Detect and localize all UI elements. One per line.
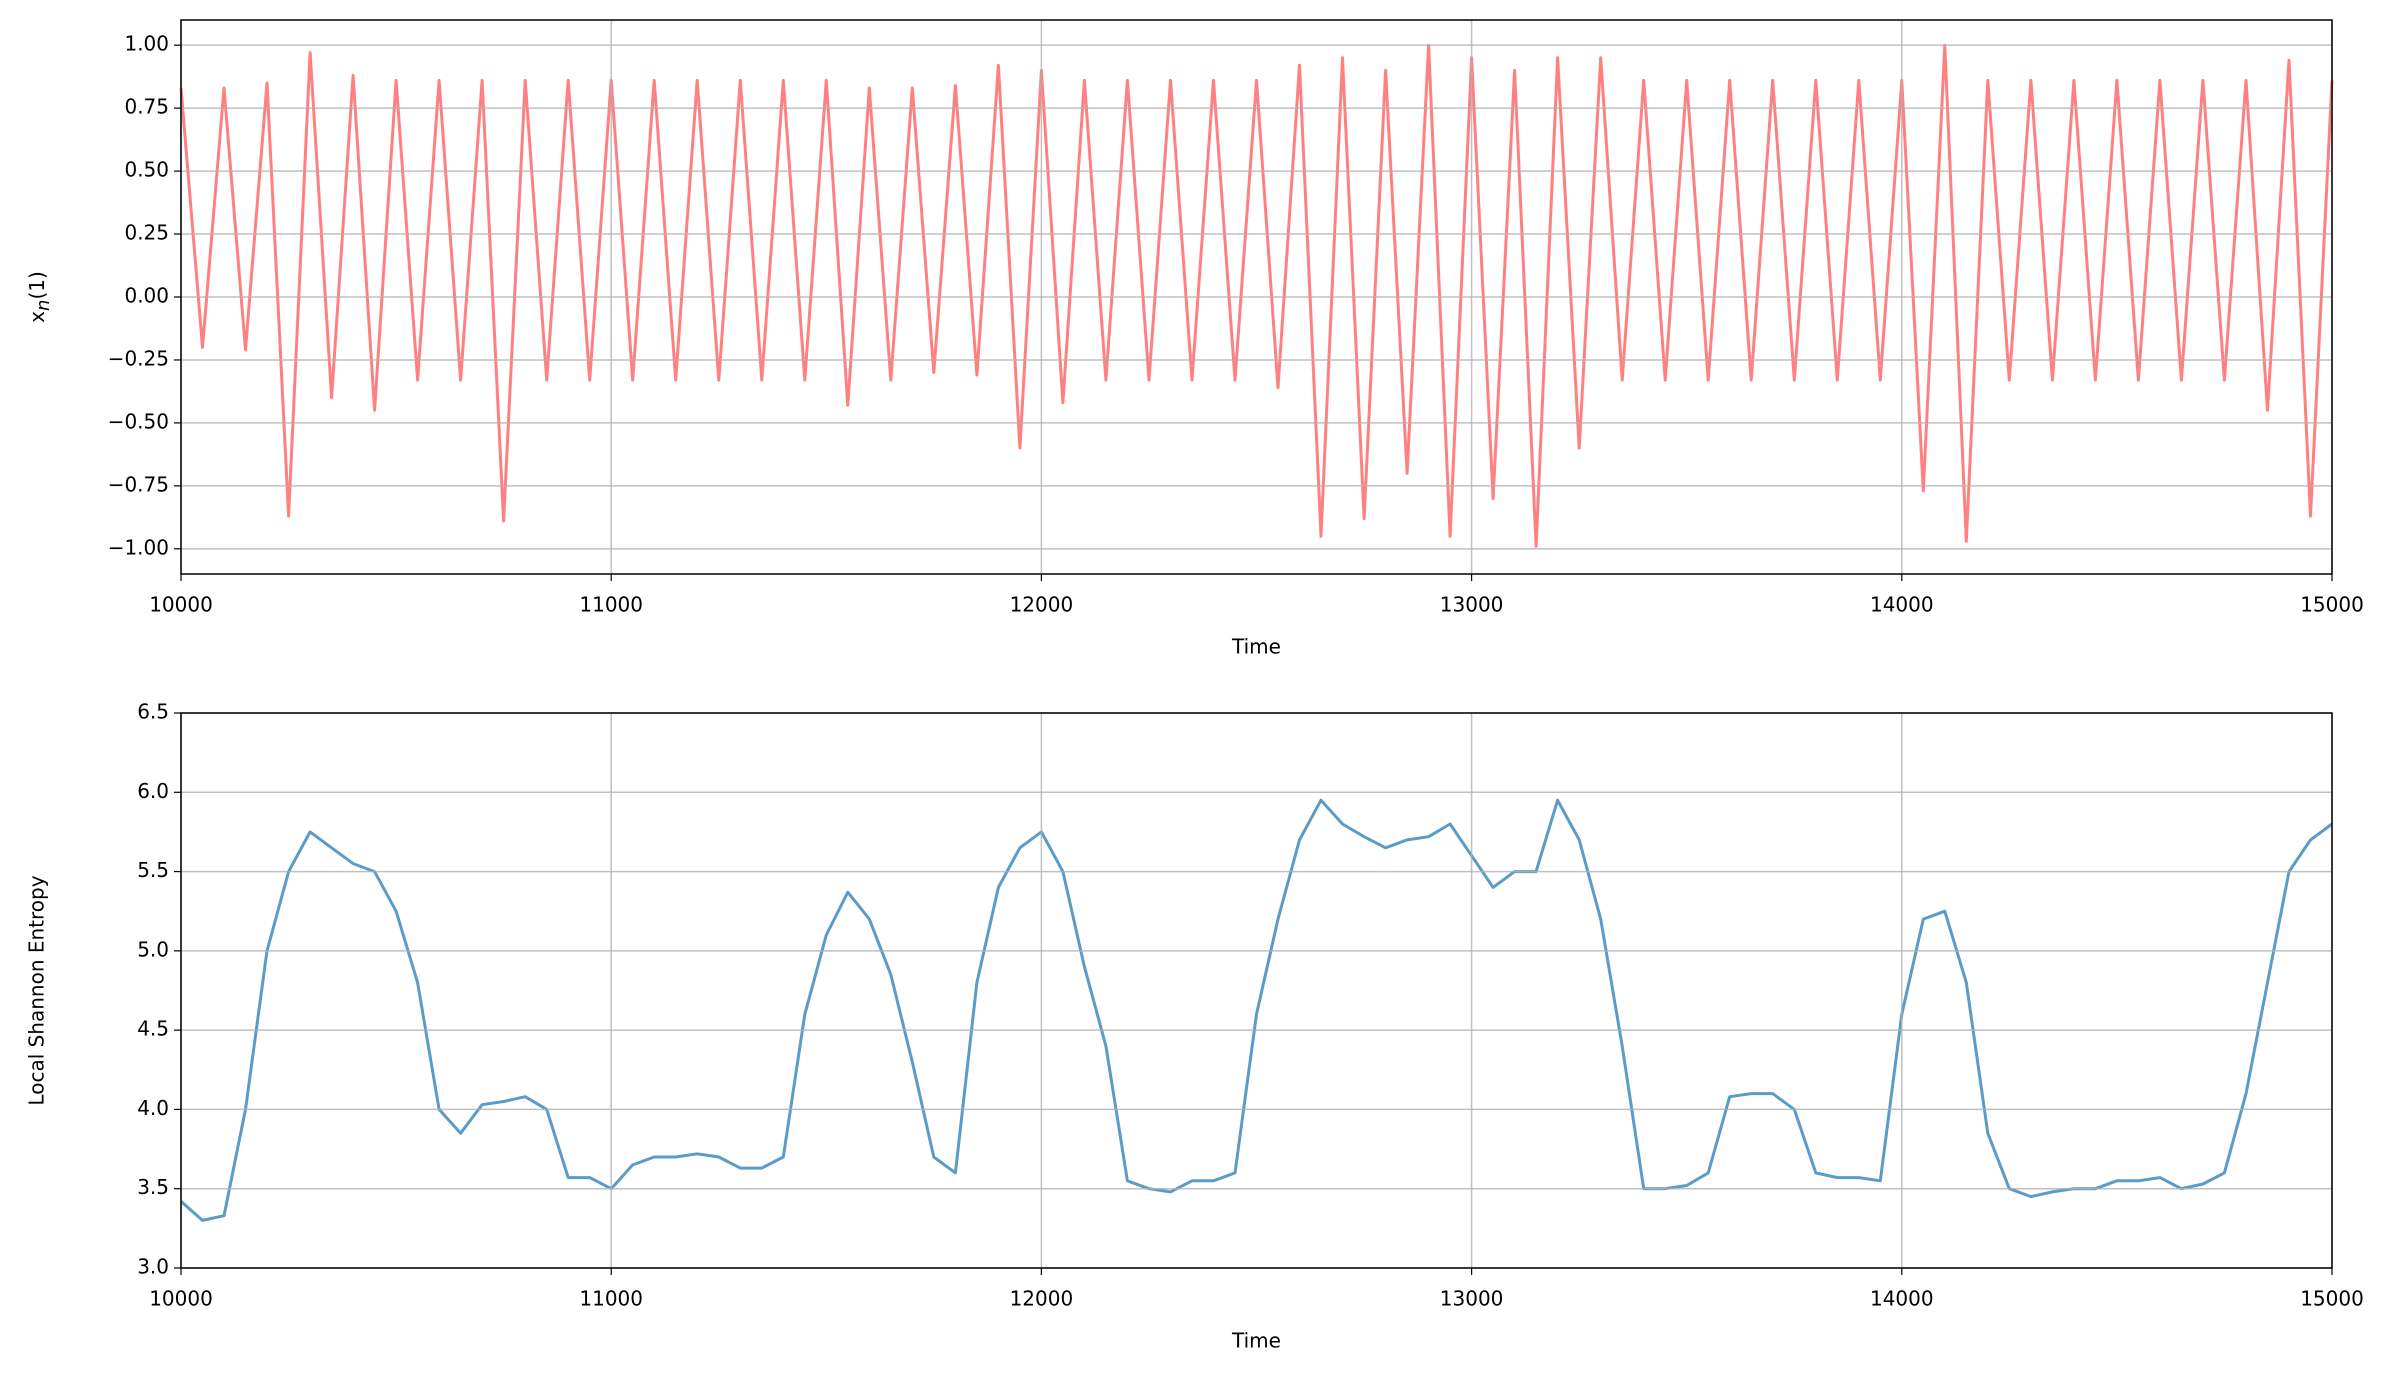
- y-tick-label: 0.75: [124, 95, 169, 119]
- data-line: [180, 798, 2333, 1222]
- x-tick-label: 14000: [1870, 593, 1934, 617]
- x-tick-label: 10000: [149, 1287, 213, 1311]
- axes-frame: [180, 712, 2333, 1269]
- y-tick-label: 5.5: [137, 858, 169, 882]
- x-tick-label: 15000: [2300, 593, 2364, 617]
- x-tick-label: 12000: [1010, 1287, 1074, 1311]
- x-tick-label: 11000: [579, 593, 643, 617]
- y-tick-label: 5.0: [137, 937, 169, 961]
- y-tick-label: 6.0: [137, 779, 169, 803]
- axes: 10000 11000 12000 13000 14000 15000 3.0 3.5 4.0 4…: [25, 700, 2364, 1353]
- x-tick-label: 14000: [1870, 1287, 1934, 1311]
- y-tick-label: −0.25: [108, 346, 169, 370]
- y-tick-label: −1.00: [108, 535, 169, 559]
- y-axis-label-part: x: [25, 311, 49, 323]
- x-tick-label: 15000: [2300, 1287, 2364, 1311]
- y-tick-label: 0.50: [124, 158, 169, 182]
- x-axis-label: Time: [1231, 1329, 1281, 1353]
- axes-frame: [180, 19, 2333, 575]
- y-tick-label: 0.00: [124, 284, 169, 308]
- data-line: [179, 43, 2334, 548]
- y-axis-label: xn(1): [25, 271, 55, 323]
- y-tick-label: −0.50: [108, 409, 169, 433]
- y-tick-label: 1.00: [124, 32, 169, 56]
- y-tick-label: 3.0: [137, 1255, 169, 1279]
- x-axis-label: Time: [1231, 635, 1281, 659]
- x-tick-label: 11000: [579, 1287, 643, 1311]
- y-tick-label: 4.0: [137, 1096, 169, 1120]
- x-tick-label: 13000: [1440, 1287, 1504, 1311]
- y-tick-label: 6.5: [137, 700, 169, 724]
- x-tick-label: 13000: [1440, 593, 1504, 617]
- y-axis-label-part: n: [33, 300, 54, 311]
- x-tick-label: 12000: [1010, 593, 1074, 617]
- y-tick-label: 3.5: [137, 1175, 169, 1199]
- y-tick-label: 4.5: [137, 1017, 169, 1041]
- y-tick-label: 0.25: [124, 221, 169, 245]
- axes: 10000 11000 12000 13000 14000 15000 −1.00 −0.75…: [25, 19, 2364, 659]
- y-axis-label: Local Shannon Entropy: [25, 875, 49, 1105]
- y-axis-label-part: (1): [25, 271, 49, 299]
- y-tick-label: −0.75: [108, 472, 169, 496]
- x-tick-label: 10000: [149, 593, 213, 617]
